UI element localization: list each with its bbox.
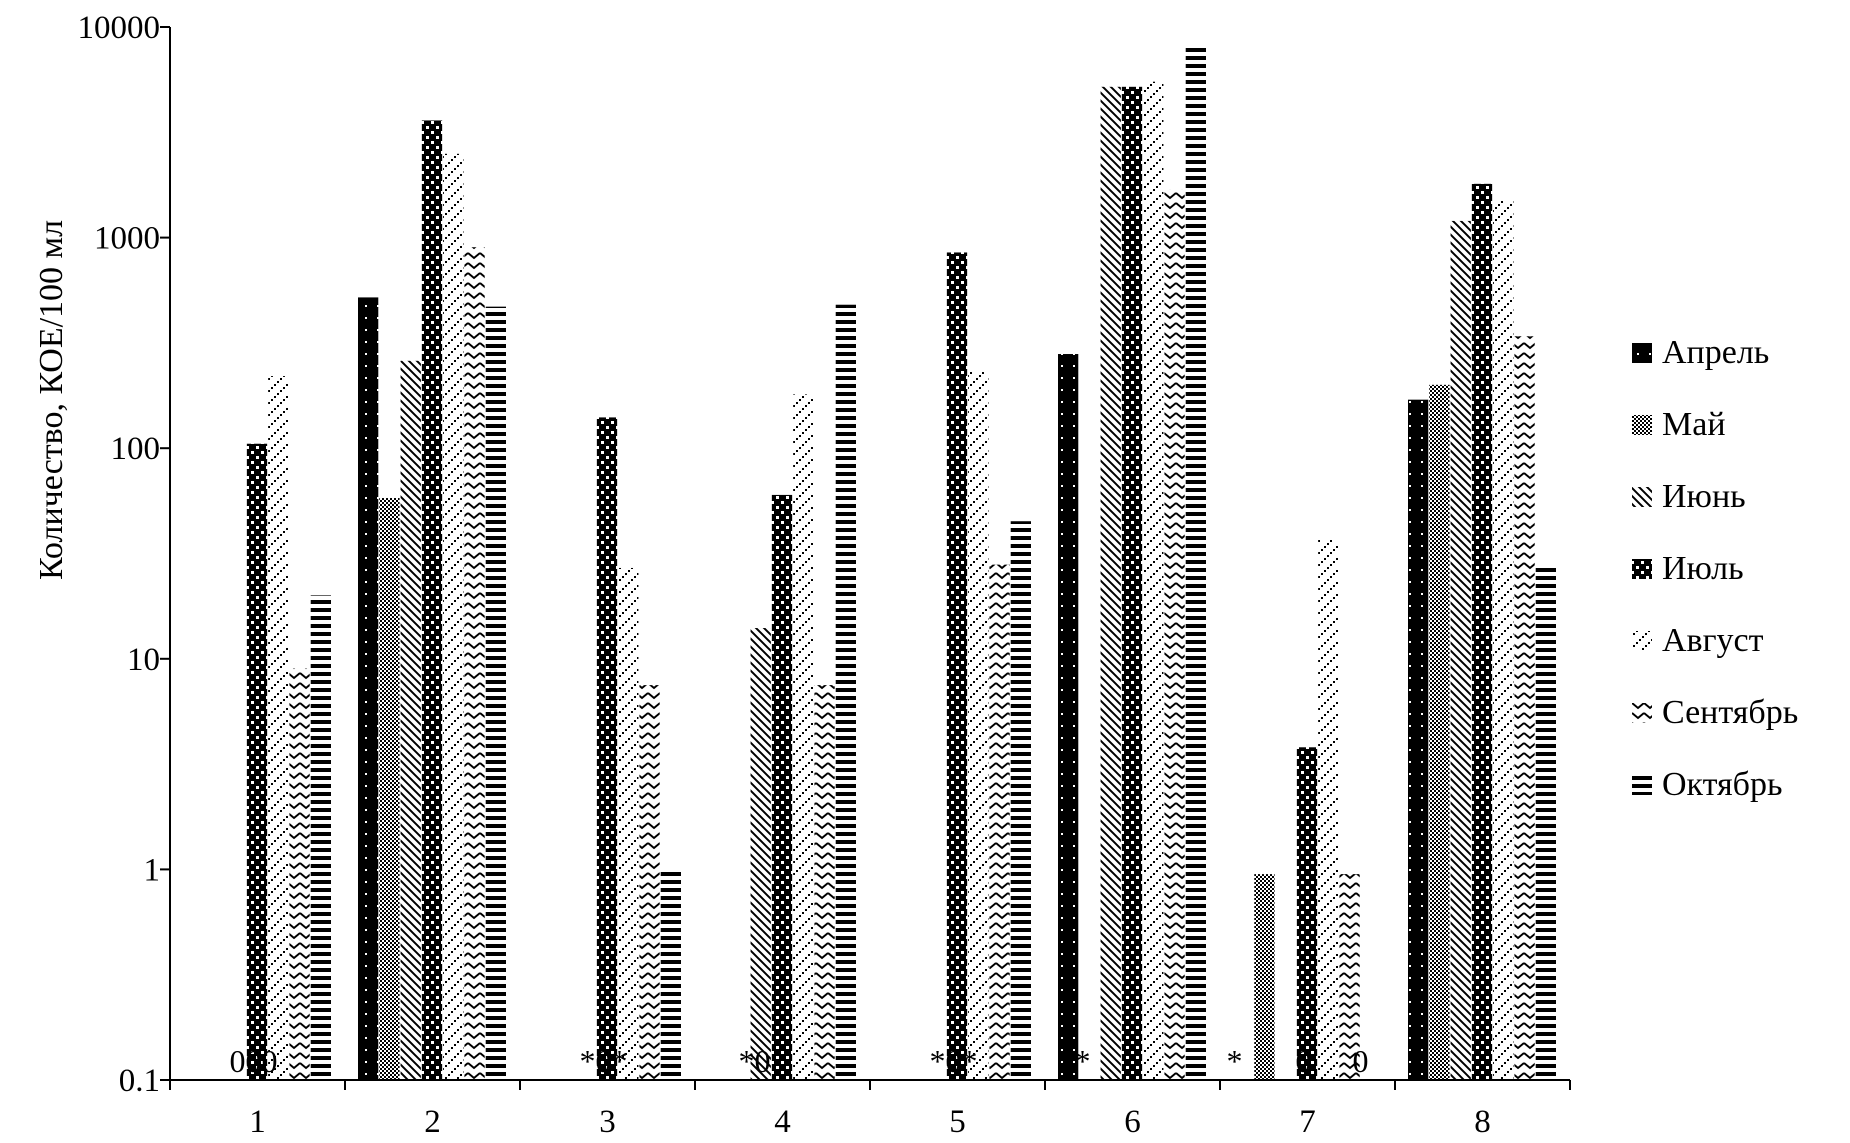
bar xyxy=(1164,189,1185,1081)
bar xyxy=(485,306,506,1080)
bar xyxy=(289,668,310,1080)
x-tick-label: 4 xyxy=(774,1104,791,1140)
bar xyxy=(1296,747,1318,1080)
legend-item-label: Июль xyxy=(1662,550,1744,587)
bar xyxy=(268,376,289,1080)
legend-swatch xyxy=(1632,343,1652,363)
x-tick-label: 3 xyxy=(599,1104,616,1140)
y-axis-title: Количество, КОЕ/100 мл xyxy=(33,220,70,580)
y-tick-label: 10000 xyxy=(78,10,161,46)
x-tick-label: 6 xyxy=(1124,1104,1141,1140)
bar xyxy=(596,417,618,1081)
bar xyxy=(1121,86,1143,1080)
legend-swatch xyxy=(1632,559,1652,579)
y-tick-label: 1 xyxy=(144,852,161,888)
bar xyxy=(1535,564,1556,1080)
bar xyxy=(310,595,331,1080)
bar xyxy=(1493,200,1514,1080)
legend-item-label: Август xyxy=(1662,622,1764,659)
legend-item-label: Июнь xyxy=(1662,478,1746,515)
zero-annotation: 0 xyxy=(1353,1043,1369,1079)
bar xyxy=(1429,384,1450,1080)
x-tick-label: 2 xyxy=(424,1104,441,1140)
bar xyxy=(989,564,1010,1080)
zero-annotation: 000 xyxy=(230,1043,278,1079)
y-tick-label: 100 xyxy=(111,431,161,467)
y-tick-label: 0.1 xyxy=(119,1063,160,1099)
zero-annotation: * xyxy=(1075,1043,1091,1079)
bar xyxy=(835,304,856,1080)
y-axis: 10000 1000 100 10 1 0.1 xyxy=(78,10,171,1099)
bar xyxy=(246,443,268,1080)
legend-swatch xyxy=(1632,487,1652,507)
bar xyxy=(1010,521,1031,1080)
bar xyxy=(750,628,771,1080)
x-tick-label: 1 xyxy=(249,1104,266,1140)
zero-annotations: 000 *0* *0 *0* * * 0 0 xyxy=(230,1043,1369,1079)
legend-item-label: Апрель xyxy=(1662,334,1769,371)
bar xyxy=(814,685,835,1080)
zero-annotation: *0* xyxy=(930,1043,978,1079)
legend-swatch xyxy=(1632,415,1652,435)
legend-swatch xyxy=(1632,703,1652,723)
zero-annotation: * xyxy=(1227,1043,1243,1079)
legend-item-label: Октябрь xyxy=(1662,766,1782,803)
bar xyxy=(1058,354,1079,1080)
legend-item-label: Май xyxy=(1662,406,1726,443)
zero-annotation: 0 xyxy=(1296,1043,1312,1079)
bar xyxy=(1408,399,1429,1080)
x-tick-label: 8 xyxy=(1474,1104,1491,1140)
bar xyxy=(793,394,814,1081)
legend-item-label: Сентябрь xyxy=(1662,694,1798,731)
bar xyxy=(660,869,681,1080)
bar xyxy=(639,685,660,1080)
x-tick-label: 7 xyxy=(1299,1104,1316,1140)
bar xyxy=(1254,874,1275,1080)
y-tick-label: 10 xyxy=(127,642,160,678)
bar xyxy=(1339,874,1360,1080)
bar xyxy=(358,297,379,1081)
zero-annotation: *0* xyxy=(580,1043,628,1079)
legend-swatch xyxy=(1632,775,1652,795)
bar xyxy=(968,372,989,1080)
legend: Апрель Май Июнь Июль Август Сентябрь Октябрь xyxy=(1632,334,1798,803)
bar xyxy=(421,120,443,1081)
bar xyxy=(1471,183,1493,1081)
x-axis: 1 2 3 4 5 6 7 8 xyxy=(169,1079,1571,1140)
bar xyxy=(1514,336,1535,1081)
bar xyxy=(400,360,421,1080)
bar xyxy=(443,153,464,1081)
bar xyxy=(1318,539,1339,1080)
bar xyxy=(946,252,968,1081)
y-tick-label: 1000 xyxy=(94,221,160,257)
bar xyxy=(618,567,639,1080)
legend-swatch xyxy=(1632,631,1652,651)
bar xyxy=(464,247,485,1081)
bar xyxy=(1100,86,1121,1080)
x-tick-label: 5 xyxy=(949,1104,966,1140)
bar xyxy=(1143,81,1164,1080)
bar xyxy=(379,498,400,1080)
zero-annotation: *0 xyxy=(739,1043,771,1079)
bar xyxy=(771,494,793,1080)
bars xyxy=(246,47,1556,1081)
bar xyxy=(1450,220,1471,1080)
bar xyxy=(1185,47,1206,1080)
